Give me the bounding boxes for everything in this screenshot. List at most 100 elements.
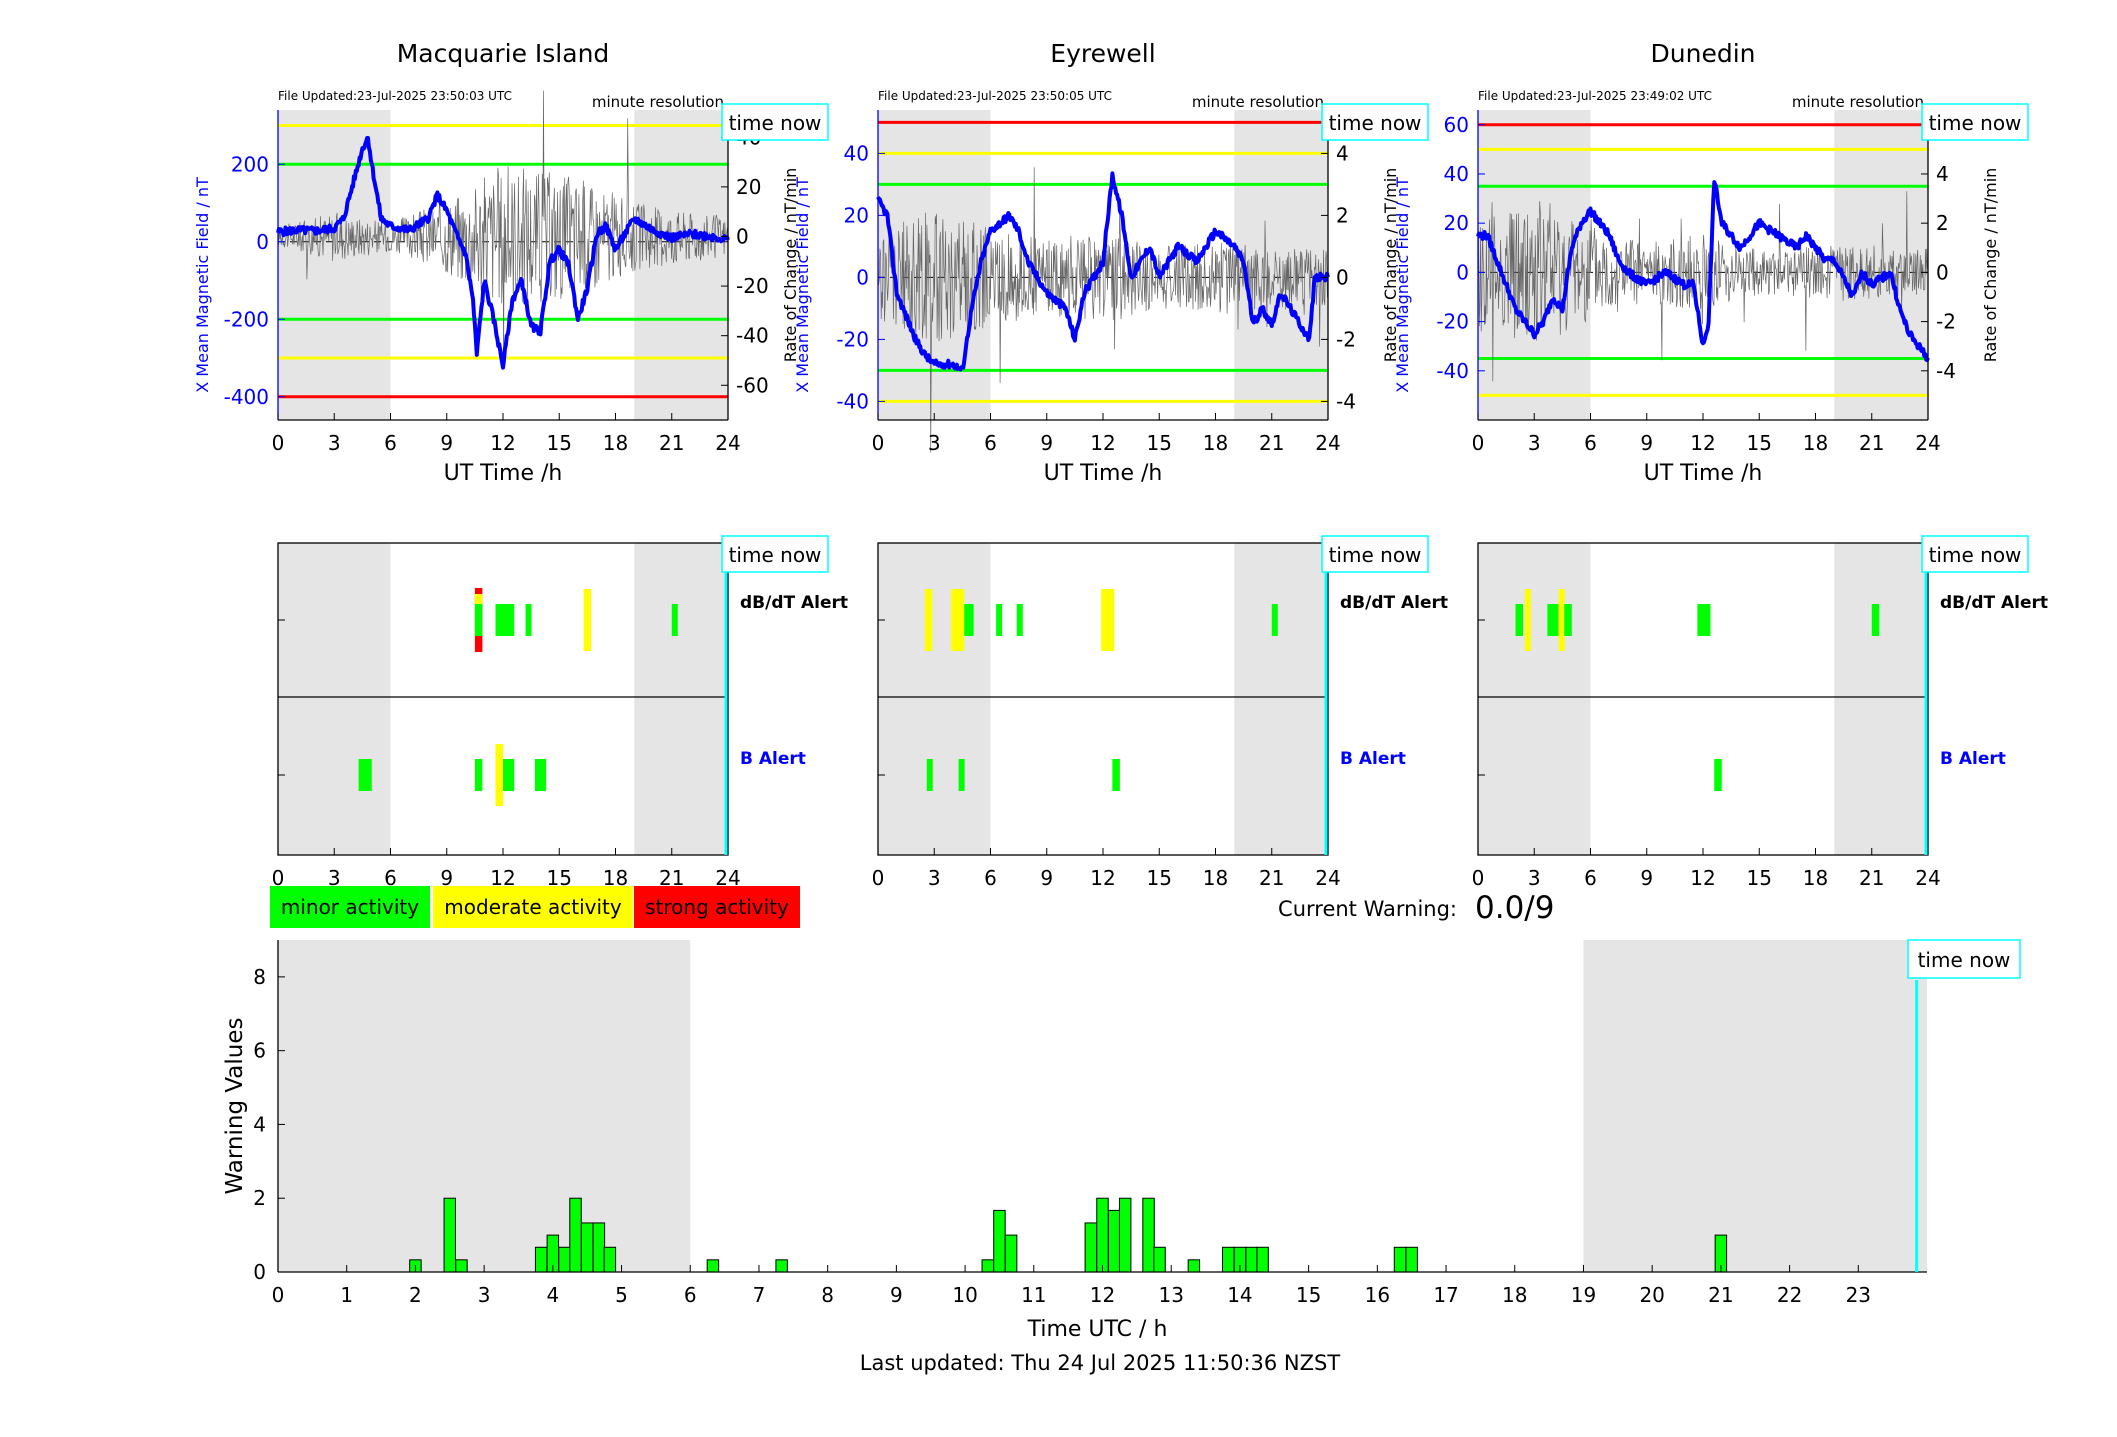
right-tick-label: -2: [1936, 310, 1956, 334]
x-tick-label: 8: [821, 1283, 834, 1307]
station-title: Eyrewell: [1050, 39, 1155, 68]
right-tick-label: 0: [1936, 260, 1949, 284]
warning-bar: [1256, 1246, 1269, 1273]
y-tick-label: 4: [253, 1112, 266, 1136]
right-tick-label: 0: [736, 224, 749, 248]
hour-tick-label: 9: [440, 866, 453, 890]
hour-tick-label: 21: [1859, 866, 1884, 890]
hour-tick-label: 21: [1859, 431, 1884, 455]
dbdt-alert-moderate-band: [474, 594, 483, 604]
hour-tick-label: 12: [490, 431, 515, 455]
hour-tick-label: 0: [272, 866, 285, 890]
night-shade: [634, 543, 728, 855]
warning-bar: [443, 1197, 456, 1273]
y-right-label: Rate of Change / nT/min: [1381, 168, 1400, 363]
night-shade: [1234, 543, 1328, 855]
hour-tick-label: 24: [1315, 866, 1340, 890]
station-panels: Macquarie Island File Updated:23-Jul-2025…: [193, 39, 2029, 486]
hour-tick-label: 9: [1040, 866, 1053, 890]
dbdt-alert-minor: [964, 604, 974, 636]
time-now-label: time now: [1329, 543, 1422, 567]
file-updated: File Updated:23-Jul-2025 23:50:05 UTC: [878, 89, 1112, 103]
b-alert-minor: [474, 759, 483, 791]
last-updated: Last updated: Thu 24 Jul 2025 11:50:36 N…: [860, 1351, 1341, 1375]
hour-tick-label: 21: [659, 431, 684, 455]
hour-tick-label: 18: [1203, 866, 1228, 890]
hour-tick-label: 0: [872, 866, 885, 890]
night-shade: [278, 543, 391, 855]
left-tick-label: -20: [1436, 310, 1469, 334]
warning-bar: [1118, 1197, 1132, 1273]
y-left-label: X Mean Magnetic Field / nT: [193, 177, 212, 393]
alert-panel-3: dB/dT Alert B Alert time now 0 3 6 9 12 15 18 21 24: [1472, 535, 2048, 890]
b-alert-minor: [503, 759, 515, 791]
warning-bar: [558, 1246, 571, 1273]
left-tick-label: 0: [856, 265, 869, 289]
left-tick-label: -20: [836, 327, 869, 351]
y-tick-label: 0: [253, 1260, 266, 1284]
x-tick-label: 19: [1571, 1283, 1596, 1307]
b-alert-minor: [1714, 759, 1722, 791]
station-title: Dunedin: [1651, 39, 1756, 68]
dbdt-alert-minor: [1871, 604, 1880, 636]
x-tick-label: 18: [1502, 1283, 1527, 1307]
hour-tick-label: 24: [715, 431, 740, 455]
dbdt-alert-label: dB/dT Alert: [740, 593, 848, 613]
warning-bar: [1096, 1197, 1109, 1273]
b-alert-minor: [958, 759, 965, 791]
x-axis-label: Time UTC / h: [1027, 1317, 1168, 1342]
dbdt-alert-minor: [1697, 604, 1711, 636]
hour-tick-label: 12: [1690, 431, 1715, 455]
right-tick-label: -20: [736, 274, 769, 298]
hour-tick-label: 12: [1090, 431, 1115, 455]
y-right-label: Rate of Change / nT/min: [1981, 168, 2000, 363]
time-now-label: time now: [729, 543, 822, 567]
left-tick-label: 20: [844, 203, 869, 227]
file-updated: File Updated:23-Jul-2025 23:49:02 UTC: [1478, 89, 1712, 103]
dbdt-alert-moderate: [1101, 589, 1115, 651]
warning-bar: [775, 1259, 788, 1273]
hour-tick-label: 3: [1528, 866, 1541, 890]
hour-tick-label: 24: [1315, 431, 1340, 455]
b-alert-minor: [358, 759, 372, 791]
right-tick-label: -4: [1936, 359, 1956, 383]
x-tick-label: 22: [1777, 1283, 1802, 1307]
x-tick-label: 10: [952, 1283, 977, 1307]
y-left-label: X Mean Magnetic Field / nT: [793, 177, 812, 393]
time-now-label: time now: [729, 111, 822, 135]
hour-tick-label: 18: [1203, 431, 1228, 455]
hour-tick-label: 3: [328, 866, 341, 890]
legend-label-minor: minor activity: [281, 895, 419, 919]
b-alert-label: B Alert: [740, 749, 806, 769]
station-panel-3: Dunedin File Updated:23-Jul-2025 23:49:02…: [1393, 39, 2029, 486]
warning-bar: [1004, 1234, 1018, 1273]
x-tick-label: 3: [478, 1283, 491, 1307]
x-tick-label: 1: [340, 1283, 353, 1307]
hour-tick-label: 21: [1259, 431, 1284, 455]
b-alert-label: B Alert: [1340, 749, 1406, 769]
warning-bar: [993, 1209, 1006, 1273]
x-tick-label: 17: [1433, 1283, 1458, 1307]
x-axis-label: UT Time /h: [444, 461, 563, 486]
hour-tick-label: 9: [1640, 431, 1653, 455]
dbdt-alert-minor: [996, 604, 1003, 636]
alert-panels: dB/dT Alert B Alert time now 0 3 6 9 12 15 18 21 24…: [272, 535, 2048, 890]
x-tick-label: 4: [546, 1283, 559, 1307]
night-shade: [1478, 543, 1591, 855]
activity-legend: minor activity moderate activity strong ac…: [270, 886, 800, 928]
hour-tick-label: 9: [1040, 431, 1053, 455]
warning-bar: [706, 1259, 720, 1273]
magnetic-field-trace: [1476, 180, 1930, 363]
x-axis-label: UT Time /h: [1044, 461, 1163, 486]
b-alert-minor: [1112, 759, 1120, 791]
hour-tick-label: 0: [872, 431, 885, 455]
hour-tick-label: 24: [1915, 431, 1940, 455]
hour-tick-label: 12: [1090, 866, 1115, 890]
dbdt-alert-moderate: [924, 589, 933, 651]
left-tick-label: 0: [256, 230, 269, 254]
legend-label-strong: strong activity: [645, 895, 789, 919]
x-tick-label: 21: [1708, 1283, 1733, 1307]
warning-bar: [1405, 1246, 1418, 1273]
night-shade: [1583, 940, 1927, 1272]
